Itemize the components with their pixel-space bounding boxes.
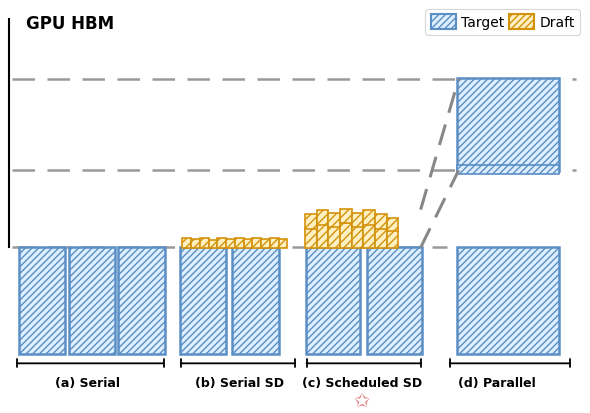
FancyBboxPatch shape	[191, 240, 200, 248]
FancyBboxPatch shape	[208, 240, 217, 248]
FancyBboxPatch shape	[119, 247, 165, 354]
FancyBboxPatch shape	[457, 166, 559, 175]
FancyBboxPatch shape	[352, 227, 363, 248]
FancyBboxPatch shape	[363, 211, 375, 225]
FancyBboxPatch shape	[182, 239, 191, 248]
FancyBboxPatch shape	[69, 247, 115, 354]
FancyBboxPatch shape	[367, 247, 422, 354]
FancyBboxPatch shape	[328, 227, 340, 248]
FancyBboxPatch shape	[306, 247, 360, 354]
FancyBboxPatch shape	[226, 240, 235, 248]
FancyBboxPatch shape	[244, 240, 253, 248]
FancyBboxPatch shape	[387, 231, 398, 248]
Text: ✩: ✩	[354, 390, 371, 409]
FancyBboxPatch shape	[317, 225, 328, 248]
FancyBboxPatch shape	[235, 239, 244, 248]
FancyBboxPatch shape	[375, 228, 387, 248]
FancyBboxPatch shape	[352, 213, 363, 227]
FancyBboxPatch shape	[363, 225, 375, 248]
FancyBboxPatch shape	[232, 247, 278, 354]
FancyBboxPatch shape	[253, 239, 261, 248]
FancyBboxPatch shape	[328, 213, 340, 227]
FancyBboxPatch shape	[317, 211, 328, 225]
FancyBboxPatch shape	[278, 240, 287, 248]
FancyBboxPatch shape	[340, 209, 352, 224]
FancyBboxPatch shape	[305, 214, 317, 229]
Text: (a) Serial: (a) Serial	[55, 376, 120, 389]
FancyBboxPatch shape	[387, 218, 398, 231]
Text: (d) Parallel: (d) Parallel	[458, 376, 536, 389]
Text: (c) Scheduled SD: (c) Scheduled SD	[302, 376, 422, 389]
Text: (b) Serial SD: (b) Serial SD	[195, 376, 284, 389]
Text: GPU HBM: GPU HBM	[26, 14, 114, 33]
FancyBboxPatch shape	[457, 247, 559, 354]
FancyBboxPatch shape	[180, 247, 226, 354]
FancyBboxPatch shape	[270, 239, 278, 248]
FancyBboxPatch shape	[375, 215, 387, 229]
FancyBboxPatch shape	[261, 240, 270, 248]
FancyBboxPatch shape	[200, 239, 208, 248]
Legend: Target, Draft: Target, Draft	[425, 9, 581, 36]
FancyBboxPatch shape	[457, 79, 559, 171]
FancyBboxPatch shape	[217, 239, 226, 248]
FancyBboxPatch shape	[340, 223, 352, 248]
FancyBboxPatch shape	[19, 247, 65, 354]
FancyBboxPatch shape	[305, 228, 317, 248]
